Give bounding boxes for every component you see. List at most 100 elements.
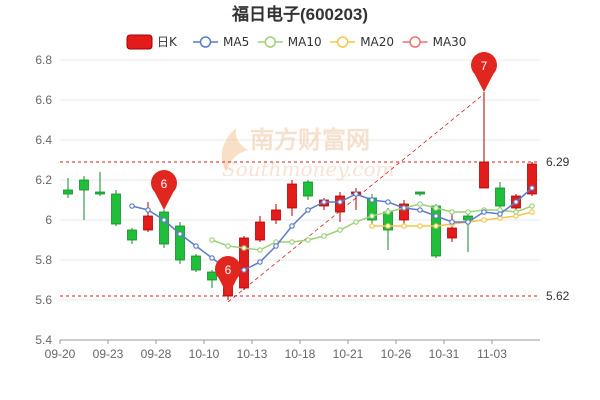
ma5-point [529, 185, 535, 191]
watermark-logo [221, 128, 248, 172]
reference-line-label: 5.62 [546, 289, 570, 303]
ma5-point [209, 255, 215, 261]
ma5-point [401, 205, 407, 211]
candle-body [479, 161, 489, 189]
legend-label: MA20 [360, 35, 394, 49]
y-tick-label: 6.8 [35, 53, 52, 67]
ma10-point [513, 209, 519, 215]
reference-line-label: 6.29 [546, 155, 570, 169]
candle-body [303, 181, 313, 197]
ma5-point [289, 223, 295, 229]
candle [495, 182, 505, 208]
grid-lines [60, 59, 540, 341]
ma10-point [449, 209, 455, 215]
moving-average-lines [129, 185, 535, 273]
legend-label: MA30 [433, 35, 467, 49]
candle-body [111, 193, 121, 225]
ma10-point [465, 209, 471, 215]
ma5-point [177, 231, 183, 237]
marker-pin: 7 [471, 52, 498, 92]
legend-label: MA10 [288, 35, 322, 49]
x-tick-label: 10-18 [285, 347, 316, 361]
ma20-point [529, 209, 535, 215]
candle [159, 210, 169, 248]
candle-body [255, 221, 265, 241]
candle-body [79, 179, 89, 191]
candle [175, 222, 185, 264]
x-tick-label: 10-10 [189, 347, 220, 361]
ma5-point [481, 209, 487, 215]
candle [479, 92, 489, 189]
candle [63, 178, 73, 198]
legend-label: MA5 [223, 35, 249, 49]
candle [79, 176, 89, 220]
ma10-point [369, 213, 375, 219]
candle-body [63, 189, 73, 195]
ma10-point [225, 243, 231, 249]
legend-marker-swatch [199, 36, 212, 48]
candle [191, 254, 201, 272]
legend-item[interactable]: MA20 [330, 35, 394, 49]
ma10-point [305, 237, 311, 243]
ma10-point [385, 209, 391, 215]
candle-body [495, 187, 505, 207]
ma5-point [385, 199, 391, 205]
legend[interactable]: 日K MA5 MA10 MA20 MA30 [126, 34, 467, 50]
ma20-point [481, 217, 487, 223]
ma10-point [529, 203, 535, 209]
candle [143, 202, 153, 232]
ma5-point [369, 197, 375, 203]
ma5-point [257, 259, 263, 265]
ma5-point [145, 207, 151, 213]
marker-label: 7 [481, 59, 488, 73]
ma5-point [129, 203, 135, 209]
legend-item[interactable]: MA10 [257, 35, 322, 49]
candle-body [271, 209, 281, 221]
legend-marker-swatch [409, 36, 421, 48]
x-tick-label: 09-28 [141, 347, 172, 361]
chart-title: 福日电子(600203) [231, 4, 368, 24]
ma20-point [385, 223, 391, 229]
candle-body [239, 237, 249, 289]
candle-body [191, 255, 201, 271]
markers: 6 6 7 [151, 52, 498, 296]
x-tick-label: 10-13 [237, 347, 268, 361]
watermark-subtext: Southmoney.com [222, 157, 394, 181]
ma5-point [337, 199, 343, 205]
ma5-point [513, 199, 519, 205]
ma5-point [321, 199, 327, 205]
y-tick-label: 6.2 [35, 173, 52, 187]
ma10-point [241, 245, 247, 251]
ma20-point [417, 223, 423, 229]
ma10-point [289, 239, 295, 245]
x-tick-label: 11-03 [477, 347, 507, 361]
legend-item[interactable]: 日K [126, 34, 178, 50]
legend-label: 日K [157, 35, 178, 49]
candles [63, 92, 537, 300]
y-tick-label: 5.4 [35, 333, 52, 347]
ma10-point [257, 247, 263, 253]
x-tick-label: 09-23 [93, 347, 124, 361]
legend-item[interactable]: MA5 [193, 35, 249, 49]
ma10-point [337, 227, 343, 233]
candle [287, 180, 297, 216]
candle [95, 172, 105, 196]
candle-body [127, 229, 137, 241]
ma5-point [417, 207, 423, 213]
candle-body [399, 203, 409, 221]
candle [399, 200, 409, 224]
legend-item[interactable]: MA30 [402, 35, 467, 49]
y-tick-label: 6.4 [35, 133, 52, 147]
candle [431, 204, 441, 258]
ma5-point [497, 211, 503, 217]
x-tick-label: 09-20 [45, 347, 76, 361]
candle-body [527, 163, 537, 195]
marker-pin-shape [151, 170, 178, 210]
candle-body [143, 215, 153, 231]
marker-pin: 6 [215, 256, 242, 296]
candle [335, 192, 345, 222]
ma5-point [433, 213, 439, 219]
ma5-point [353, 191, 359, 197]
marker-label: 6 [225, 263, 232, 277]
marker-pin-shape [215, 256, 242, 296]
